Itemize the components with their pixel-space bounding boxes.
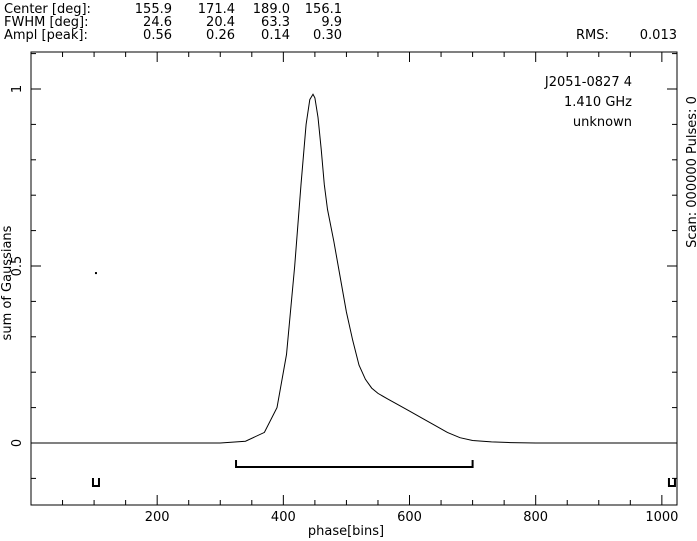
header-row-ampl-v3: 0.14	[261, 28, 290, 43]
bin-bracket-marker	[667, 478, 676, 487]
header-row-ampl-v2: 0.26	[206, 28, 235, 43]
right-side-label: Scan: 000000 Pulses: 0	[685, 96, 697, 248]
y-tick-label: 0.5	[10, 256, 25, 277]
x-axis-title: phase[bins]	[308, 524, 384, 539]
x-axis-ticks: 200 400 600 800 1000	[62, 52, 678, 525]
x-tick-label: 800	[523, 510, 548, 525]
header-row-fwhm-v2: 20.4	[206, 15, 235, 30]
header-row-fwhm-v4: 9.9	[321, 15, 342, 30]
header-row-fwhm-v3: 63.3	[261, 15, 290, 30]
profile-curve	[31, 93, 677, 444]
header-row-fwhm-label: FWHM [deg]:	[4, 15, 88, 30]
plot-frame	[30, 51, 678, 506]
x-tick-label: 200	[145, 510, 170, 525]
annotation-source: J2051-0827 4	[544, 75, 632, 90]
header-row-fwhm-v1: 24.6	[143, 15, 172, 30]
y-tick-label: 0	[10, 439, 25, 447]
bin-bracket-marker	[91, 478, 100, 487]
header-row-ampl-v4: 0.30	[313, 28, 342, 43]
y-tick-label: 1	[10, 85, 25, 93]
header-row-center-v2: 171.4	[198, 2, 235, 17]
x-tick-label: 600	[397, 510, 422, 525]
rms-value: 0.013	[640, 28, 677, 43]
x-tick-label: 1000	[645, 510, 678, 525]
header-row-center-v4: 156.1	[305, 2, 342, 17]
y-axis-title: sum of Gaussians	[0, 225, 15, 340]
annotation-frequency: 1.410 GHz	[564, 95, 632, 110]
rms-label: RMS:	[576, 28, 609, 43]
header-row-center-v1: 155.9	[135, 2, 172, 17]
x-tick-label: 400	[271, 510, 296, 525]
header-row-center-v3: 189.0	[253, 2, 290, 17]
on-pulse-window-bar	[235, 460, 474, 468]
header-row-center-label: Center [deg]:	[4, 2, 91, 17]
header-row-ampl-v1: 0.56	[143, 28, 172, 43]
header-table: Center [deg]: 155.9 171.4 189.0 156.1 FW…	[4, 2, 677, 43]
plot-markers	[91, 272, 676, 487]
annotation-unknown: unknown	[573, 115, 632, 130]
header-row-ampl-label: Ampl [peak]:	[4, 28, 88, 43]
